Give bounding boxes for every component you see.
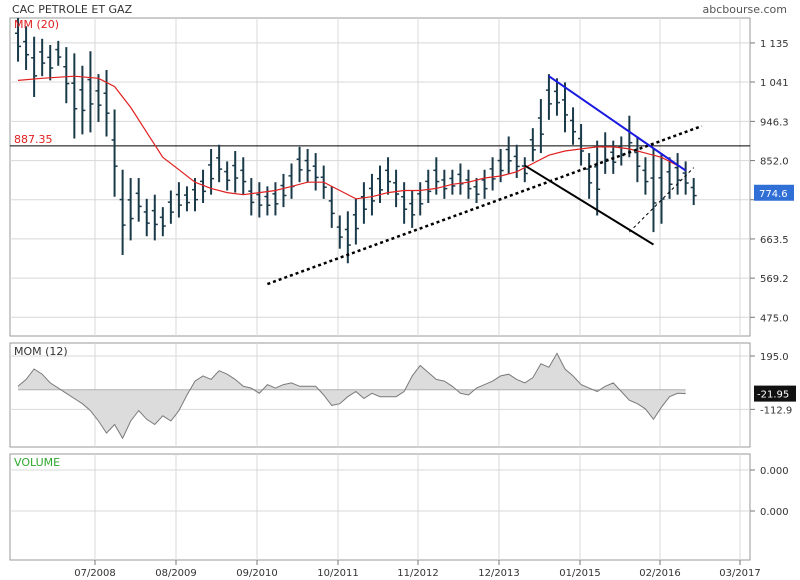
last-price-tag — [754, 184, 794, 201]
volume-gridlines — [10, 454, 750, 560]
price-y-tick-label: 1 041 — [760, 78, 789, 89]
chart-title: CAC PETROLE ET GAZ — [12, 3, 133, 16]
momentum-y-axis: 195.0 -112.9 -21.95 — [750, 352, 796, 416]
x-tick-label: 08/2009 — [155, 568, 197, 579]
price-marks: 887.35 — [10, 18, 750, 286]
x-tick-label: 01/2015 — [559, 568, 601, 579]
x-tick-label: 09/2010 — [236, 568, 278, 579]
x-tick-label: 10/2011 — [317, 568, 359, 579]
momentum-legend: MOM (12) — [14, 345, 68, 358]
x-axis: 07/2008 08/2009 09/2010 10/2011 11/2012 12/20… — [74, 560, 761, 579]
volume-y-tick-label: 0.000 — [760, 507, 789, 518]
momentum-panel: 195.0 -112.9 -21.95 MOM (12) — [9, 342, 796, 448]
ma-legend: MM (20) — [14, 18, 59, 31]
momentum-last-label: -21.95 — [757, 390, 789, 401]
momentum-marks — [17, 352, 686, 440]
price-y-tick-label: 852.0 — [760, 157, 789, 168]
price-y-tick-label: 663.5 — [760, 235, 789, 246]
trendline-resistance — [548, 75, 687, 172]
last-price-label: 774.6 — [759, 189, 788, 200]
price-y-tick-label: 569.2 — [760, 274, 789, 285]
x-tick-label: 12/2013 — [478, 568, 520, 579]
x-tick-label: 03/2017 — [719, 568, 761, 579]
volume-panel: 0.000 0.000 VOLUME — [9, 453, 789, 561]
trendline-lower-channel — [524, 164, 655, 246]
moving-average-line — [17, 75, 678, 200]
momentum-y-tick-label: 195.0 — [760, 352, 789, 363]
x-tick-label: 11/2012 — [397, 568, 439, 579]
momentum-area — [18, 353, 686, 439]
x-tick-label: 07/2008 — [74, 568, 116, 579]
site-watermark[interactable]: abcbourse.com — [703, 3, 787, 16]
price-y-tick-label: 1 135 — [760, 39, 789, 50]
price-gridlines — [10, 18, 750, 336]
trendline-support — [266, 124, 703, 286]
momentum-line — [17, 352, 686, 440]
price-y-tick-label: 946.3 — [760, 117, 789, 128]
price-panel: 887.35 475.0 569.2 663.5 852.0 946.3 1 041 1 1… — [9, 17, 794, 337]
momentum-last-tag — [754, 385, 796, 402]
volume-legend: VOLUME — [14, 456, 60, 469]
x-tick-label: 02/2016 — [639, 568, 681, 579]
price-y-axis: 475.0 569.2 663.5 852.0 946.3 1 041 1 135 774.6 — [750, 39, 794, 324]
momentum-y-tick-label: -112.9 — [760, 405, 792, 416]
volume-y-axis: 0.000 0.000 — [750, 466, 789, 518]
volume-y-tick-label: 0.000 — [760, 466, 789, 477]
price-y-tick-label: 475.0 — [760, 313, 789, 324]
level-line-label: 887.35 — [14, 133, 53, 146]
volume-panel-frame — [9, 453, 751, 561]
